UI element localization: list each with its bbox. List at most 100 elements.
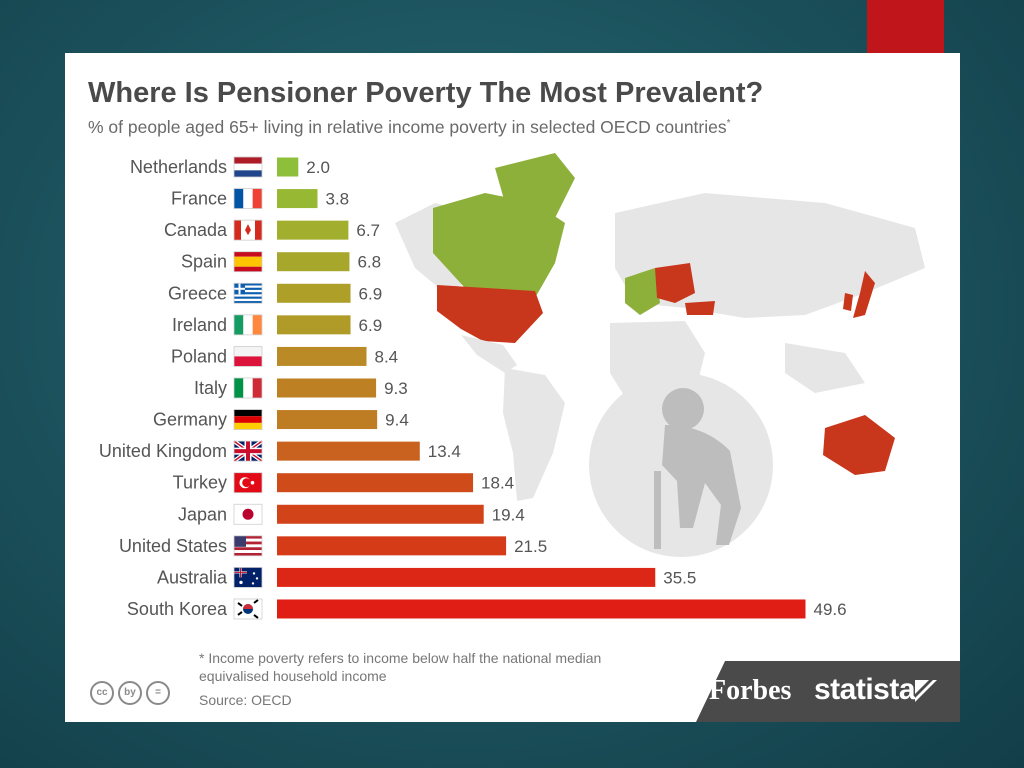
flag-ireland-icon (233, 314, 263, 336)
bar-row-canada: Canada 6.7 (164, 219, 380, 241)
flag-spain-icon (233, 251, 263, 273)
statista-logo: statista (814, 673, 916, 706)
flag-netherlands-icon (233, 156, 263, 178)
flag-france-icon (233, 188, 263, 209)
flag-canada-icon (233, 219, 263, 241)
value-label-greece: 6.9 (359, 284, 383, 303)
bar-row-italy: Italy 9.3 (194, 377, 408, 399)
bar-row-turkey: Turkey 18.4 (173, 472, 514, 494)
category-label-japan: Japan (178, 504, 227, 524)
bar-chart: Netherlands 2.0 France 3.8 Canada 6.7 Spain 6.8… (99, 153, 925, 620)
forbes-logo: Forbes (709, 675, 792, 706)
map-australia (823, 415, 895, 475)
creative-commons-icon: cc (90, 681, 114, 705)
bar-spain (277, 252, 350, 272)
bar-united-kingdom (277, 441, 420, 461)
flag-poland-icon (233, 346, 263, 367)
category-label-australia: Australia (157, 567, 228, 587)
value-label-canada: 6.7 (356, 221, 380, 240)
bar-france (277, 189, 318, 209)
flag-south-korea-icon (233, 598, 263, 620)
category-label-south-korea: South Korea (127, 599, 228, 619)
source-note: Source: OECD (199, 692, 292, 708)
bar-row-spain: Spain 6.8 (181, 251, 381, 273)
flag-united-states-icon (233, 535, 263, 557)
footnote: * Income poverty refers to income below … (199, 650, 602, 684)
flag-united-kingdom-icon (232, 439, 264, 463)
value-label-spain: 6.8 (357, 253, 381, 272)
infographic-card: Where Is Pensioner Poverty The Most Prev… (65, 53, 960, 722)
bar-united-states (277, 536, 507, 556)
category-label-france: France (171, 189, 227, 209)
map-canada (433, 193, 565, 298)
world-map (395, 153, 925, 557)
value-label-germany: 9.4 (385, 411, 409, 430)
bar-ireland (277, 315, 351, 335)
chart-title: Where Is Pensioner Poverty The Most Prev… (88, 77, 764, 109)
value-label-poland: 8.4 (375, 347, 399, 366)
bar-row-ireland: Ireland 6.9 (172, 314, 383, 336)
bar-row-greece: Greece 6.9 (168, 282, 383, 304)
flag-germany-icon (233, 409, 263, 430)
flag-greece-icon (233, 282, 263, 304)
category-label-canada: Canada (164, 220, 228, 240)
flag-italy-icon (233, 377, 263, 399)
bar-row-united-states: United States 21.5 (119, 535, 547, 557)
bar-poland (277, 346, 367, 366)
chart-subtitle: % of people aged 65+ living in relative … (88, 117, 731, 138)
value-label-united-states: 21.5 (514, 537, 547, 556)
chart-marks: Netherlands 2.0 France 3.8 Canada 6.7 Spain 6.8… (99, 156, 847, 620)
value-label-netherlands: 2.0 (306, 158, 330, 177)
value-label-south-korea: 49.6 (813, 600, 846, 619)
bar-row-france: France 3.8 (171, 188, 349, 209)
value-label-united-kingdom: 13.4 (428, 442, 461, 461)
category-label-turkey: Turkey (173, 473, 227, 493)
subtitle-text: % of people aged 65+ living in relative … (88, 117, 727, 137)
bar-row-japan: Japan 19.4 (178, 503, 525, 525)
license-icons: cc by = (90, 681, 170, 705)
attribution-icon: by (118, 681, 142, 705)
category-label-united-states: United States (119, 536, 227, 556)
bar-row-poland: Poland 8.4 (171, 346, 399, 367)
bar-italy (277, 378, 377, 398)
bar-netherlands (277, 157, 299, 177)
bar-row-south-korea: South Korea 49.6 (127, 598, 847, 620)
value-label-japan: 19.4 (492, 505, 525, 524)
no-derivatives-icon: = (146, 681, 170, 705)
map-japan (853, 271, 875, 318)
bar-row-united-kingdom: United Kingdom 13.4 (99, 439, 461, 463)
category-label-netherlands: Netherlands (130, 157, 227, 177)
statista-mark-icon (915, 680, 937, 702)
bar-australia (277, 567, 656, 587)
bar-row-germany: Germany 9.4 (153, 409, 409, 430)
map-south-america (503, 368, 565, 501)
bar-canada (277, 220, 349, 240)
category-label-greece: Greece (168, 283, 227, 303)
bar-greece (277, 283, 351, 303)
flag-australia-icon (233, 567, 263, 588)
category-label-germany: Germany (153, 410, 227, 430)
map-southeast-asia (785, 343, 865, 393)
category-label-ireland: Ireland (172, 315, 227, 335)
category-label-spain: Spain (181, 252, 227, 272)
bar-south-korea (277, 599, 806, 619)
value-label-france: 3.8 (325, 190, 349, 209)
map-europe-west (625, 268, 660, 315)
value-label-italy: 9.3 (384, 379, 408, 398)
pensioner-figure-icon (654, 388, 741, 549)
category-label-united-kingdom: United Kingdom (99, 441, 227, 461)
map-europe-east (655, 263, 695, 303)
red-accent-tab (867, 0, 944, 53)
map-korea (843, 293, 853, 311)
map-turkey (685, 301, 715, 315)
map-usa (437, 285, 543, 343)
value-label-turkey: 18.4 (481, 474, 514, 493)
value-label-ireland: 6.9 (359, 316, 383, 335)
bar-row-australia: Australia 35.5 (157, 567, 696, 588)
category-label-italy: Italy (194, 378, 227, 398)
bar-row-netherlands: Netherlands 2.0 (130, 156, 330, 178)
bar-germany (277, 410, 378, 430)
category-label-poland: Poland (171, 346, 227, 366)
flag-japan-icon (233, 503, 263, 525)
value-label-australia: 35.5 (663, 568, 696, 587)
